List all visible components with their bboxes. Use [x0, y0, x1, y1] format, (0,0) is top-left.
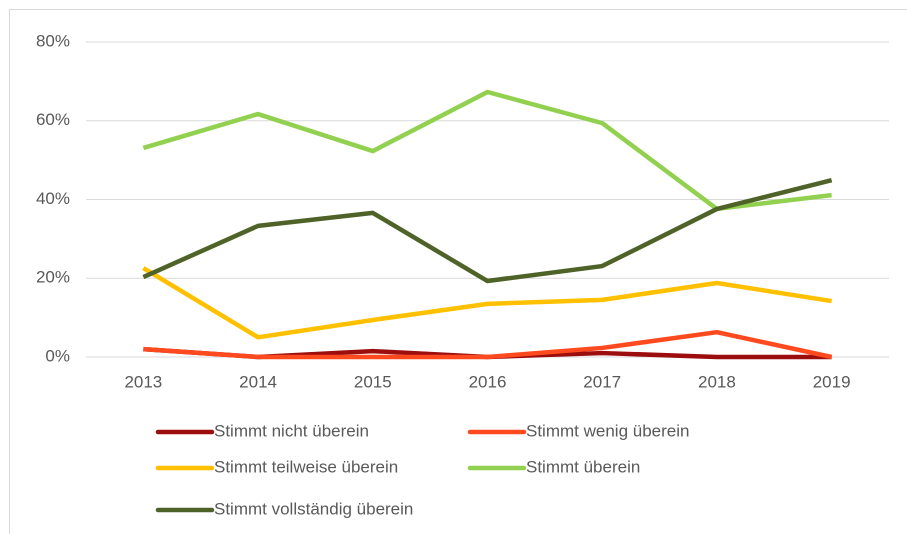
legend-label: Stimmt vollständig überein — [214, 499, 413, 518]
y-tick-label: 0% — [45, 346, 70, 365]
series-line — [142, 178, 833, 284]
legend-label: Stimmt überein — [526, 457, 640, 476]
legend-label: Stimmt nicht überein — [214, 421, 369, 440]
y-tick-label: 80% — [36, 31, 70, 50]
y-tick-label: 60% — [36, 110, 70, 129]
x-tick-label: 2014 — [239, 372, 277, 391]
x-tick-label: 2019 — [813, 372, 851, 391]
legend-label: Stimmt wenig überein — [526, 421, 689, 440]
x-tick-label: 2016 — [469, 372, 507, 391]
y-tick-label: 40% — [36, 189, 70, 208]
legend-label: Stimmt teilweise überein — [214, 457, 398, 476]
series-line — [143, 329, 833, 360]
x-tick-label: 2013 — [124, 372, 162, 391]
series-line — [142, 266, 832, 340]
chart-border — [9, 9, 907, 534]
x-tick-label: 2017 — [583, 372, 621, 391]
x-tick-label: 2018 — [698, 372, 736, 391]
y-tick-label: 20% — [36, 268, 70, 287]
x-tick-label: 2015 — [354, 372, 392, 391]
